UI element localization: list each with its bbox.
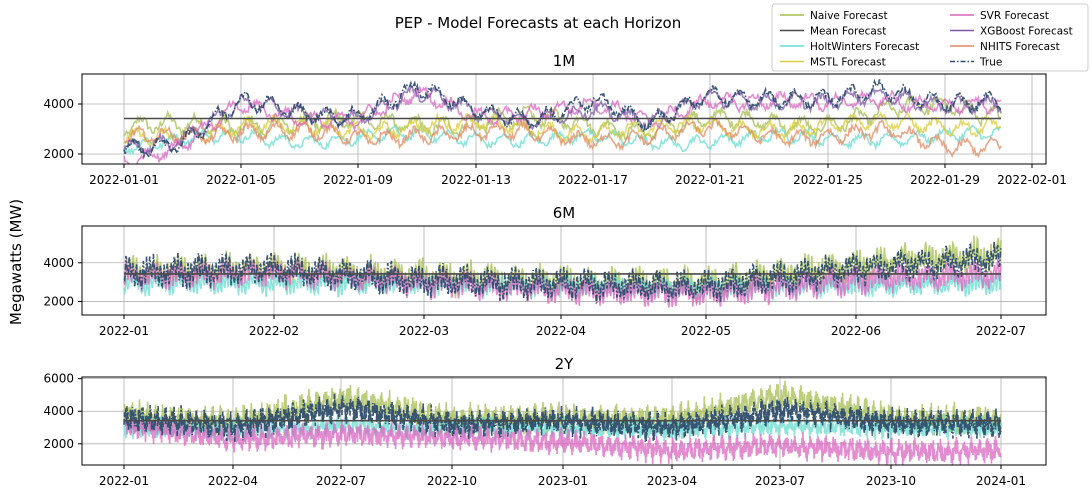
y-tick-label: 2000 — [43, 437, 74, 451]
series-group — [123, 78, 1002, 164]
panel-1M: 2022-01-01 2022-01-05 2022-01-09 2022-01-13… — [43, 52, 1066, 187]
legend-label: True — [979, 57, 1002, 69]
legend-label: XGBoost Forecast — [980, 26, 1073, 38]
series-naive-forecast — [123, 94, 1002, 142]
x-tick-label: 2022-01-13 — [441, 173, 511, 187]
series-group — [123, 235, 1002, 308]
x-tick-label: 2022-07 — [316, 474, 366, 488]
x-tick-label: 2022-10 — [427, 474, 477, 488]
legend-label: SVR Forecast — [980, 10, 1049, 22]
x-tick-label: 2022-01-17 — [558, 173, 628, 187]
figure-title: PEP - Model Forecasts at each Horizon — [395, 14, 682, 32]
series-svr-forecast — [123, 85, 1002, 164]
series-true — [123, 393, 1002, 443]
legend-label: HoltWinters Forecast — [810, 41, 919, 53]
x-tick-label: 2022-02 — [249, 324, 299, 338]
y-tick-label: 6000 — [43, 372, 74, 386]
axes-frame — [81, 225, 1047, 316]
x-tick-label: 2022-01 — [99, 474, 149, 488]
legend-label: Mean Forecast — [810, 26, 886, 38]
legend-label: MSTL Forecast — [810, 57, 886, 69]
x-tick-label: 2022-01-01 — [89, 173, 159, 187]
x-tick-label: 2022-07 — [976, 324, 1026, 338]
y-tick-label: 2000 — [43, 147, 74, 161]
y-axis-label: Megawatts (MW) — [7, 199, 25, 325]
axes-frame — [81, 376, 1047, 466]
x-tick-label: 2022-01-29 — [910, 173, 980, 187]
y-tick-label: 4000 — [43, 97, 74, 111]
panel-title: 2Y — [555, 355, 575, 373]
panel-title: 1M — [553, 52, 576, 70]
x-tick-label: 2023-07 — [755, 474, 805, 488]
legend-label: NHITS Forecast — [980, 41, 1060, 53]
series-holtwinters-forecast — [123, 124, 1002, 156]
series-nhits-forecast — [124, 117, 1002, 159]
x-tick-label: 2022-01-05 — [206, 173, 276, 187]
series-holtwinters-forecast — [123, 267, 1002, 302]
x-tick-label: 2023-04 — [647, 474, 697, 488]
panels: 2022-01-01 2022-01-05 2022-01-09 2022-01-13… — [43, 52, 1066, 488]
y-tick-label: 4000 — [43, 256, 74, 270]
y-tick-label: 4000 — [43, 404, 74, 418]
series-svr-forecast — [123, 255, 1002, 308]
panel-title: 6M — [553, 204, 576, 222]
x-tick-label: 2023-10 — [866, 474, 916, 488]
panel-6M: 2022-01 2022-02 2022-03 2022-04 2022-05 2022-… — [43, 204, 1047, 338]
axes-frame — [81, 73, 1047, 165]
x-tick-label: 2024-01 — [976, 474, 1026, 488]
legend-label: Naive Forecast — [810, 10, 888, 22]
x-tick-label: 2022-01-25 — [793, 173, 863, 187]
x-tick-label: 2022-01-21 — [675, 173, 745, 187]
panel-2Y: 2022-01 2022-04 2022-07 2022-10 2023-01 2023-… — [43, 355, 1047, 488]
x-tick-label: 2023-01 — [538, 474, 588, 488]
x-tick-label: 2022-03 — [399, 324, 449, 338]
x-tick-label: 2022-04 — [536, 324, 586, 338]
x-tick-label: 2022-06 — [831, 324, 881, 338]
y-tick-label: 2000 — [43, 294, 74, 308]
series-svr-forecast — [123, 415, 1002, 465]
x-tick-label: 2022-01 — [99, 324, 149, 338]
legend-box — [771, 3, 1089, 72]
legend: Naive Forecast SVR Forecast Mean Forecast X… — [771, 3, 1089, 72]
x-tick-label: 2022-05 — [681, 324, 731, 338]
series-true — [123, 241, 1002, 304]
series-true — [123, 78, 1002, 159]
series-group — [123, 380, 1002, 465]
x-tick-label: 2022-04 — [208, 474, 258, 488]
x-tick-label: 2022-01-09 — [323, 173, 393, 187]
x-tick-label: 2022-02-01 — [997, 173, 1067, 187]
